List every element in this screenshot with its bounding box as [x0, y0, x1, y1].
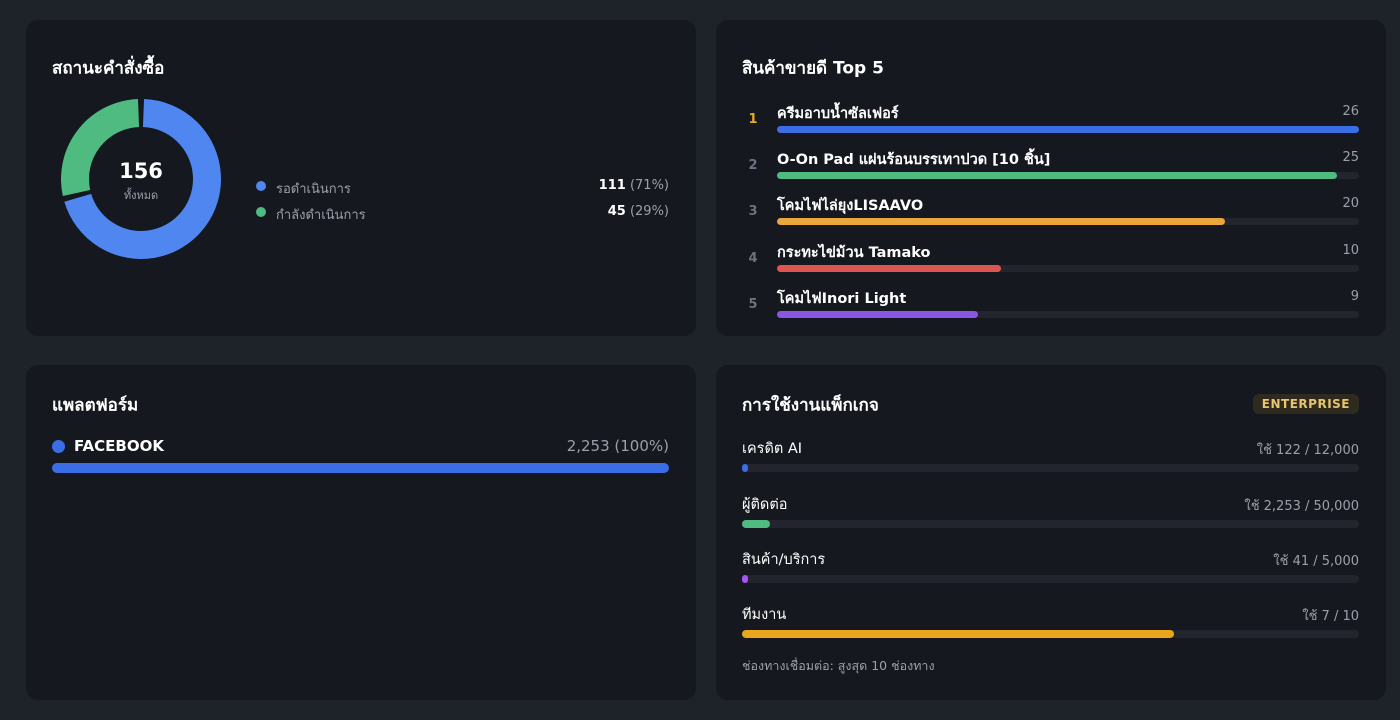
usage-row: ผู้ติดต่อ ใช้ 2,253 / 50,000 — [742, 493, 1359, 533]
usage-row: เครดิต AI ใช้ 122 / 12,000 — [742, 437, 1359, 477]
usage-value: ใช้ 41 / 5,000 — [1273, 554, 1359, 569]
platform-card: แพลตฟอร์ม FACEBOOK 2,253 (100%) — [26, 365, 696, 700]
product-rank: 5 — [748, 297, 758, 312]
product-name: โคมไฟไล่ยุงLISAAVO — [777, 198, 924, 214]
usage-bar-track — [742, 520, 1359, 528]
product-name: ครีมอาบน้ำซัลเฟอร์ — [777, 106, 899, 122]
legend-value: 45 (29%) — [608, 204, 669, 219]
product-rank: 3 — [748, 204, 758, 219]
legend-count: 45 — [607, 204, 626, 219]
usage-bar-track — [742, 575, 1359, 583]
package-note: ช่องทางเชื่อมต่อ: สูงสุด 10 ช่องทาง — [742, 658, 935, 673]
product-bar-fill — [777, 311, 979, 318]
product-name: กระทะไข่ม้วน Tamako — [777, 245, 931, 261]
top-product-row: 1 ครีมอาบน้ำซัลเฟอร์ 26 — [742, 102, 1359, 142]
product-count: 25 — [1342, 150, 1359, 165]
legend-label: รอดำเนินการ — [276, 182, 351, 197]
product-bar-fill — [777, 218, 1225, 225]
usage-label: ผู้ติดต่อ — [742, 497, 788, 513]
donut-segment — [61, 99, 140, 196]
product-count: 26 — [1342, 104, 1359, 119]
usage-label: เครดิต AI — [742, 441, 803, 457]
product-bar-fill — [777, 265, 1001, 272]
product-rank: 1 — [748, 112, 758, 127]
usage-label: สินค้า/บริการ — [742, 552, 826, 568]
legend-percent: (71%) — [629, 178, 669, 193]
platform-bar-fill — [52, 463, 669, 473]
usage-bar-track — [742, 630, 1359, 638]
legend-item-pending: รอดำเนินการ 111 (71%) — [256, 176, 669, 197]
product-name: O-On Pad แผ่นร้อนบรรเทาปวด [10 ชิ้น] — [777, 152, 1051, 168]
product-name: โคมไฟInori Light — [777, 291, 907, 307]
product-bar-fill — [777, 172, 1337, 179]
usage-row: สินค้า/บริการ ใช้ 41 / 5,000 — [742, 548, 1359, 588]
usage-bar-fill — [742, 464, 749, 472]
product-bar-fill — [777, 126, 1359, 133]
legend-percent: (29%) — [629, 204, 669, 219]
platform-name: FACEBOOK — [74, 437, 164, 455]
product-count: 20 — [1342, 196, 1359, 211]
legend-item-processing: กำลังดำเนินการ 45 (29%) — [256, 202, 669, 223]
usage-value: ใช้ 122 / 12,000 — [1256, 443, 1359, 458]
platform-value: 2,253 (100%) — [566, 437, 669, 455]
product-rank: 4 — [748, 251, 758, 266]
order-status-card: สถานะคำสั่งซื้อ 156 ทั้งหมด รอดำเนินการ … — [26, 20, 696, 336]
donut-segment — [64, 99, 221, 259]
product-bar-track — [777, 265, 1359, 272]
top-product-row: 4 กระทะไข่ม้วน Tamako 10 — [742, 241, 1359, 281]
platform-dot — [52, 440, 65, 453]
product-count: 10 — [1342, 243, 1359, 258]
usage-bar-fill — [742, 520, 770, 528]
top-products-card: สินค้าขายดี Top 5 1 ครีมอาบน้ำซัลเฟอร์ 26 2… — [716, 20, 1386, 336]
platform-title: แพลตฟอร์ม — [52, 395, 139, 416]
legend-label: กำลังดำเนินการ — [276, 208, 366, 223]
platform-bar-track — [52, 463, 669, 473]
top-products-title: สินค้าขายดี Top 5 — [742, 58, 884, 79]
order-status-title: สถานะคำสั่งซื้อ — [52, 58, 165, 79]
top-product-row: 5 โคมไฟInori Light 9 — [742, 287, 1359, 327]
product-bar-track — [777, 218, 1359, 225]
order-status-donut — [61, 99, 221, 259]
usage-value: ใช้ 2,253 / 50,000 — [1244, 499, 1359, 514]
product-count: 9 — [1350, 289, 1359, 304]
product-bar-track — [777, 311, 1359, 318]
order-total-label: ทั้งหมด — [123, 189, 159, 202]
legend-value: 111 (71%) — [599, 178, 669, 193]
usage-row: ทีมงาน ใช้ 7 / 10 — [742, 603, 1359, 643]
usage-bar-fill — [742, 575, 748, 583]
top-product-row: 3 โคมไฟไล่ยุงLISAAVO 20 — [742, 194, 1359, 234]
usage-bar-fill — [742, 630, 1174, 638]
package-usage-title: การใช้งานแพ็กเกจ — [742, 395, 879, 416]
usage-bar-track — [742, 464, 1359, 472]
order-total-value: 156 — [119, 159, 163, 183]
product-rank: 2 — [748, 158, 758, 173]
usage-label: ทีมงาน — [742, 607, 787, 623]
product-bar-track — [777, 172, 1359, 179]
legend-dot — [256, 207, 266, 217]
legend-dot — [256, 181, 266, 191]
usage-value: ใช้ 7 / 10 — [1302, 609, 1359, 624]
legend-count: 111 — [598, 178, 626, 193]
plan-badge: ENTERPRISE — [1252, 394, 1359, 414]
top-product-row: 2 O-On Pad แผ่นร้อนบรรเทาปวด [10 ชิ้น] 25 — [742, 148, 1359, 188]
package-usage-card: การใช้งานแพ็กเกจ ENTERPRISE เครดิต AI ใช้… — [716, 365, 1386, 700]
product-bar-track — [777, 126, 1359, 133]
